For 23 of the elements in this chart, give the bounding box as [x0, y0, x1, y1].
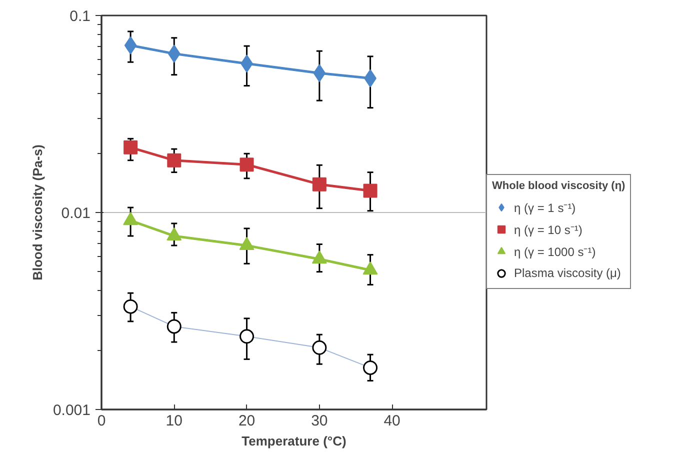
- y-tick-label: 0.01: [61, 205, 91, 222]
- x-tick-label: 20: [238, 412, 256, 430]
- legend-title: Whole blood viscosity (η): [492, 180, 626, 192]
- point: [124, 36, 137, 54]
- y-tick-label: 0.001: [52, 402, 91, 419]
- point: [124, 140, 138, 154]
- x-tick-label: 30: [311, 412, 328, 430]
- point: [167, 153, 182, 168]
- x-axis-title: Temperature (°C): [242, 434, 346, 448]
- legend-label: η (γ = 1 s⁻¹): [514, 200, 576, 216]
- point: [240, 158, 254, 172]
- x-tick-label: 10: [166, 412, 182, 430]
- x-tick-label: 0: [97, 412, 106, 430]
- point: [312, 177, 326, 192]
- y-axis-title: Blood viscosity (Pa-s): [30, 144, 45, 280]
- legend-label: η (γ = 10 s⁻¹): [514, 222, 582, 238]
- y-tick-label: 0.1: [70, 8, 91, 25]
- point: [363, 184, 378, 198]
- point: [313, 64, 326, 82]
- point: [168, 44, 180, 63]
- legend-label: Plasma viscosity (μ): [514, 266, 621, 280]
- legend-label: η (γ = 1000 s⁻¹): [514, 244, 596, 260]
- x-tick-label: 40: [384, 412, 400, 430]
